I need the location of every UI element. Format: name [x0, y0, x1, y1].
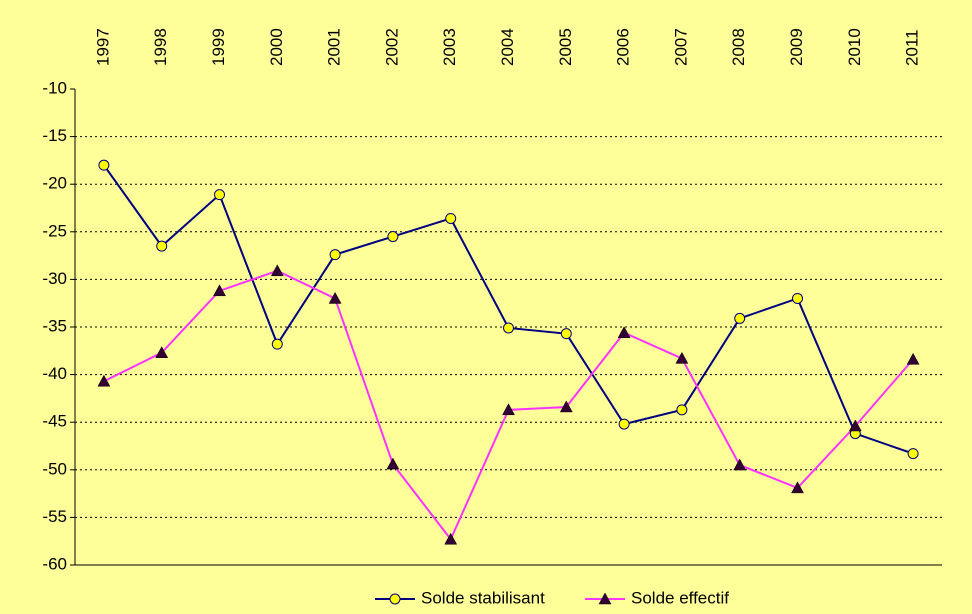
point	[97, 374, 111, 387]
legend-label: Solde effectif	[631, 588, 729, 607]
point	[676, 404, 688, 416]
legend-label: Solde stabilisant	[421, 588, 545, 607]
y-tick-label: -15	[42, 126, 67, 145]
point	[559, 400, 573, 413]
point	[155, 346, 169, 358]
point	[156, 240, 168, 252]
point	[848, 419, 862, 432]
point	[503, 322, 514, 334]
y-tick-label: -35	[42, 316, 67, 335]
x-tick-label: 2004	[498, 28, 517, 66]
x-tick-label: 1999	[209, 28, 228, 66]
y-tick-label: -50	[42, 459, 67, 478]
point	[444, 532, 458, 545]
legend-marker	[389, 593, 401, 605]
y-tick-label: -55	[42, 507, 67, 526]
y-tick-label: -60	[42, 554, 67, 573]
x-tick-label: 2005	[556, 28, 575, 66]
point	[675, 351, 689, 364]
x-tick-label: 2010	[845, 28, 864, 66]
point	[329, 249, 341, 261]
x-tick-label: 1997	[93, 28, 112, 66]
point	[560, 328, 572, 340]
point	[213, 284, 226, 297]
point	[328, 291, 342, 304]
y-tick-label: -25	[42, 221, 67, 240]
point	[502, 403, 515, 416]
x-tick-label: 2003	[440, 28, 459, 66]
x-tick-label: 2002	[382, 28, 401, 66]
x-tick-label: 2006	[614, 28, 633, 66]
x-tick-label: 2000	[267, 28, 286, 66]
point	[906, 352, 920, 365]
x-tick-label: 2011	[903, 29, 922, 66]
x-tick-label: 1998	[151, 28, 170, 66]
y-tick-label: -10	[42, 78, 67, 97]
point	[734, 312, 746, 324]
legend-marker	[598, 592, 612, 605]
point	[617, 326, 631, 338]
point	[270, 264, 284, 277]
point	[792, 292, 803, 304]
point	[271, 338, 283, 350]
y-tick-label: -45	[42, 412, 67, 431]
x-tick-label: 2001	[325, 28, 344, 66]
point	[387, 231, 399, 243]
x-tick-label: 2007	[671, 28, 690, 66]
point	[907, 448, 919, 460]
y-tick-label: -40	[42, 364, 67, 383]
y-tick-label: -30	[42, 269, 67, 288]
x-tick-label: 2008	[729, 28, 748, 66]
x-tick-label: 2009	[787, 28, 806, 66]
point	[445, 212, 457, 224]
point	[386, 457, 400, 470]
point	[214, 189, 225, 201]
point	[791, 481, 804, 494]
point	[98, 159, 110, 171]
y-tick-label: -20	[42, 174, 67, 193]
point	[733, 458, 747, 471]
point	[618, 418, 630, 430]
